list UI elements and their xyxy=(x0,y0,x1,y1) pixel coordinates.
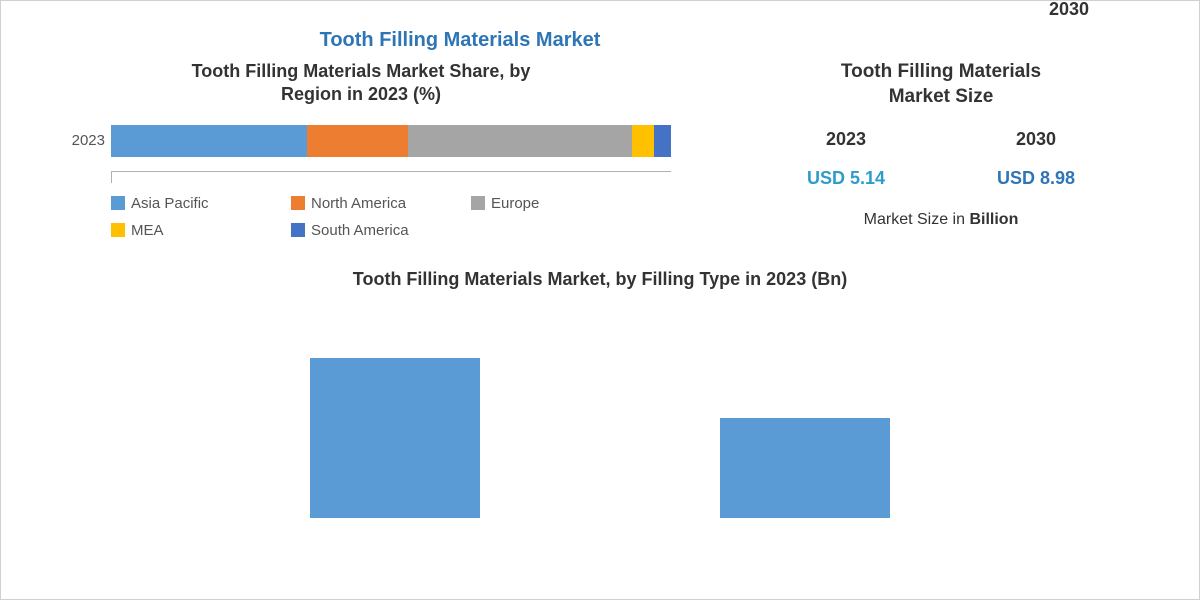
legend-swatch xyxy=(471,196,485,210)
share-title-line1: Tooth Filling Materials Market Share, by xyxy=(192,61,531,81)
main-title: Tooth Filling Materials Market xyxy=(0,29,1199,52)
size-years-row: 2023 2030 xyxy=(751,129,1131,150)
stacked-bar xyxy=(111,125,671,157)
size-year-b: 2030 xyxy=(1016,129,1056,150)
share-legend: Asia Pacific North America Europe MEA South … xyxy=(111,195,671,249)
filling-type-title: Tooth Filling Materials Market, by Filli… xyxy=(1,269,1199,290)
filling-type-chart-area: Tooth Filling Materials Market, by Filli… xyxy=(1,269,1199,518)
filling-type-bar xyxy=(310,358,480,518)
market-size-panel: Tooth Filling Materials Market Size 2023… xyxy=(721,60,1161,249)
size-title: Tooth Filling Materials Market Size xyxy=(751,60,1131,109)
size-note-prefix: Market Size in xyxy=(864,211,970,228)
size-title-line1: Tooth Filling Materials xyxy=(841,61,1041,82)
legend-item: Europe xyxy=(471,195,651,212)
size-year-a: 2023 xyxy=(826,129,866,150)
legend-swatch xyxy=(111,223,125,237)
legend-swatch xyxy=(111,196,125,210)
size-note-bold: Billion xyxy=(969,211,1018,228)
share-chart-title: Tooth Filling Materials Market Share, by… xyxy=(1,60,721,107)
stacked-segment xyxy=(654,125,671,157)
legend-label: MEA xyxy=(131,222,164,239)
stacked-axis xyxy=(111,171,671,183)
legend-label: North America xyxy=(311,195,406,212)
stacked-segment xyxy=(307,125,408,157)
size-value-b: USD 8.98 xyxy=(997,168,1075,189)
legend-item: Asia Pacific xyxy=(111,195,291,212)
top-section: Tooth Filling Materials Market Share, by… xyxy=(1,60,1199,249)
size-note: Market Size in Billion xyxy=(751,211,1131,229)
legend-item: North America xyxy=(291,195,471,212)
stacked-segment xyxy=(111,125,307,157)
stacked-year-label: 2023 xyxy=(61,132,111,149)
filling-type-bar xyxy=(720,418,890,518)
share-title-line2: Region in 2023 (%) xyxy=(281,84,441,104)
legend-label: Europe xyxy=(491,195,539,212)
stacked-segment xyxy=(408,125,632,157)
size-value-a: USD 5.14 xyxy=(807,168,885,189)
filling-type-bars xyxy=(1,318,1199,518)
legend-item: MEA xyxy=(111,222,291,239)
cropped-top-year: 2030 xyxy=(1049,0,1089,20)
stacked-bar-row: 2023 xyxy=(61,125,721,157)
legend-item: South America xyxy=(291,222,471,239)
legend-label: South America xyxy=(311,222,409,239)
size-title-line2: Market Size xyxy=(889,86,994,107)
stacked-segment xyxy=(632,125,654,157)
share-chart-area: Tooth Filling Materials Market Share, by… xyxy=(1,60,721,249)
legend-swatch xyxy=(291,196,305,210)
legend-label: Asia Pacific xyxy=(131,195,209,212)
size-values-row: USD 5.14 USD 8.98 xyxy=(751,168,1131,189)
legend-swatch xyxy=(291,223,305,237)
